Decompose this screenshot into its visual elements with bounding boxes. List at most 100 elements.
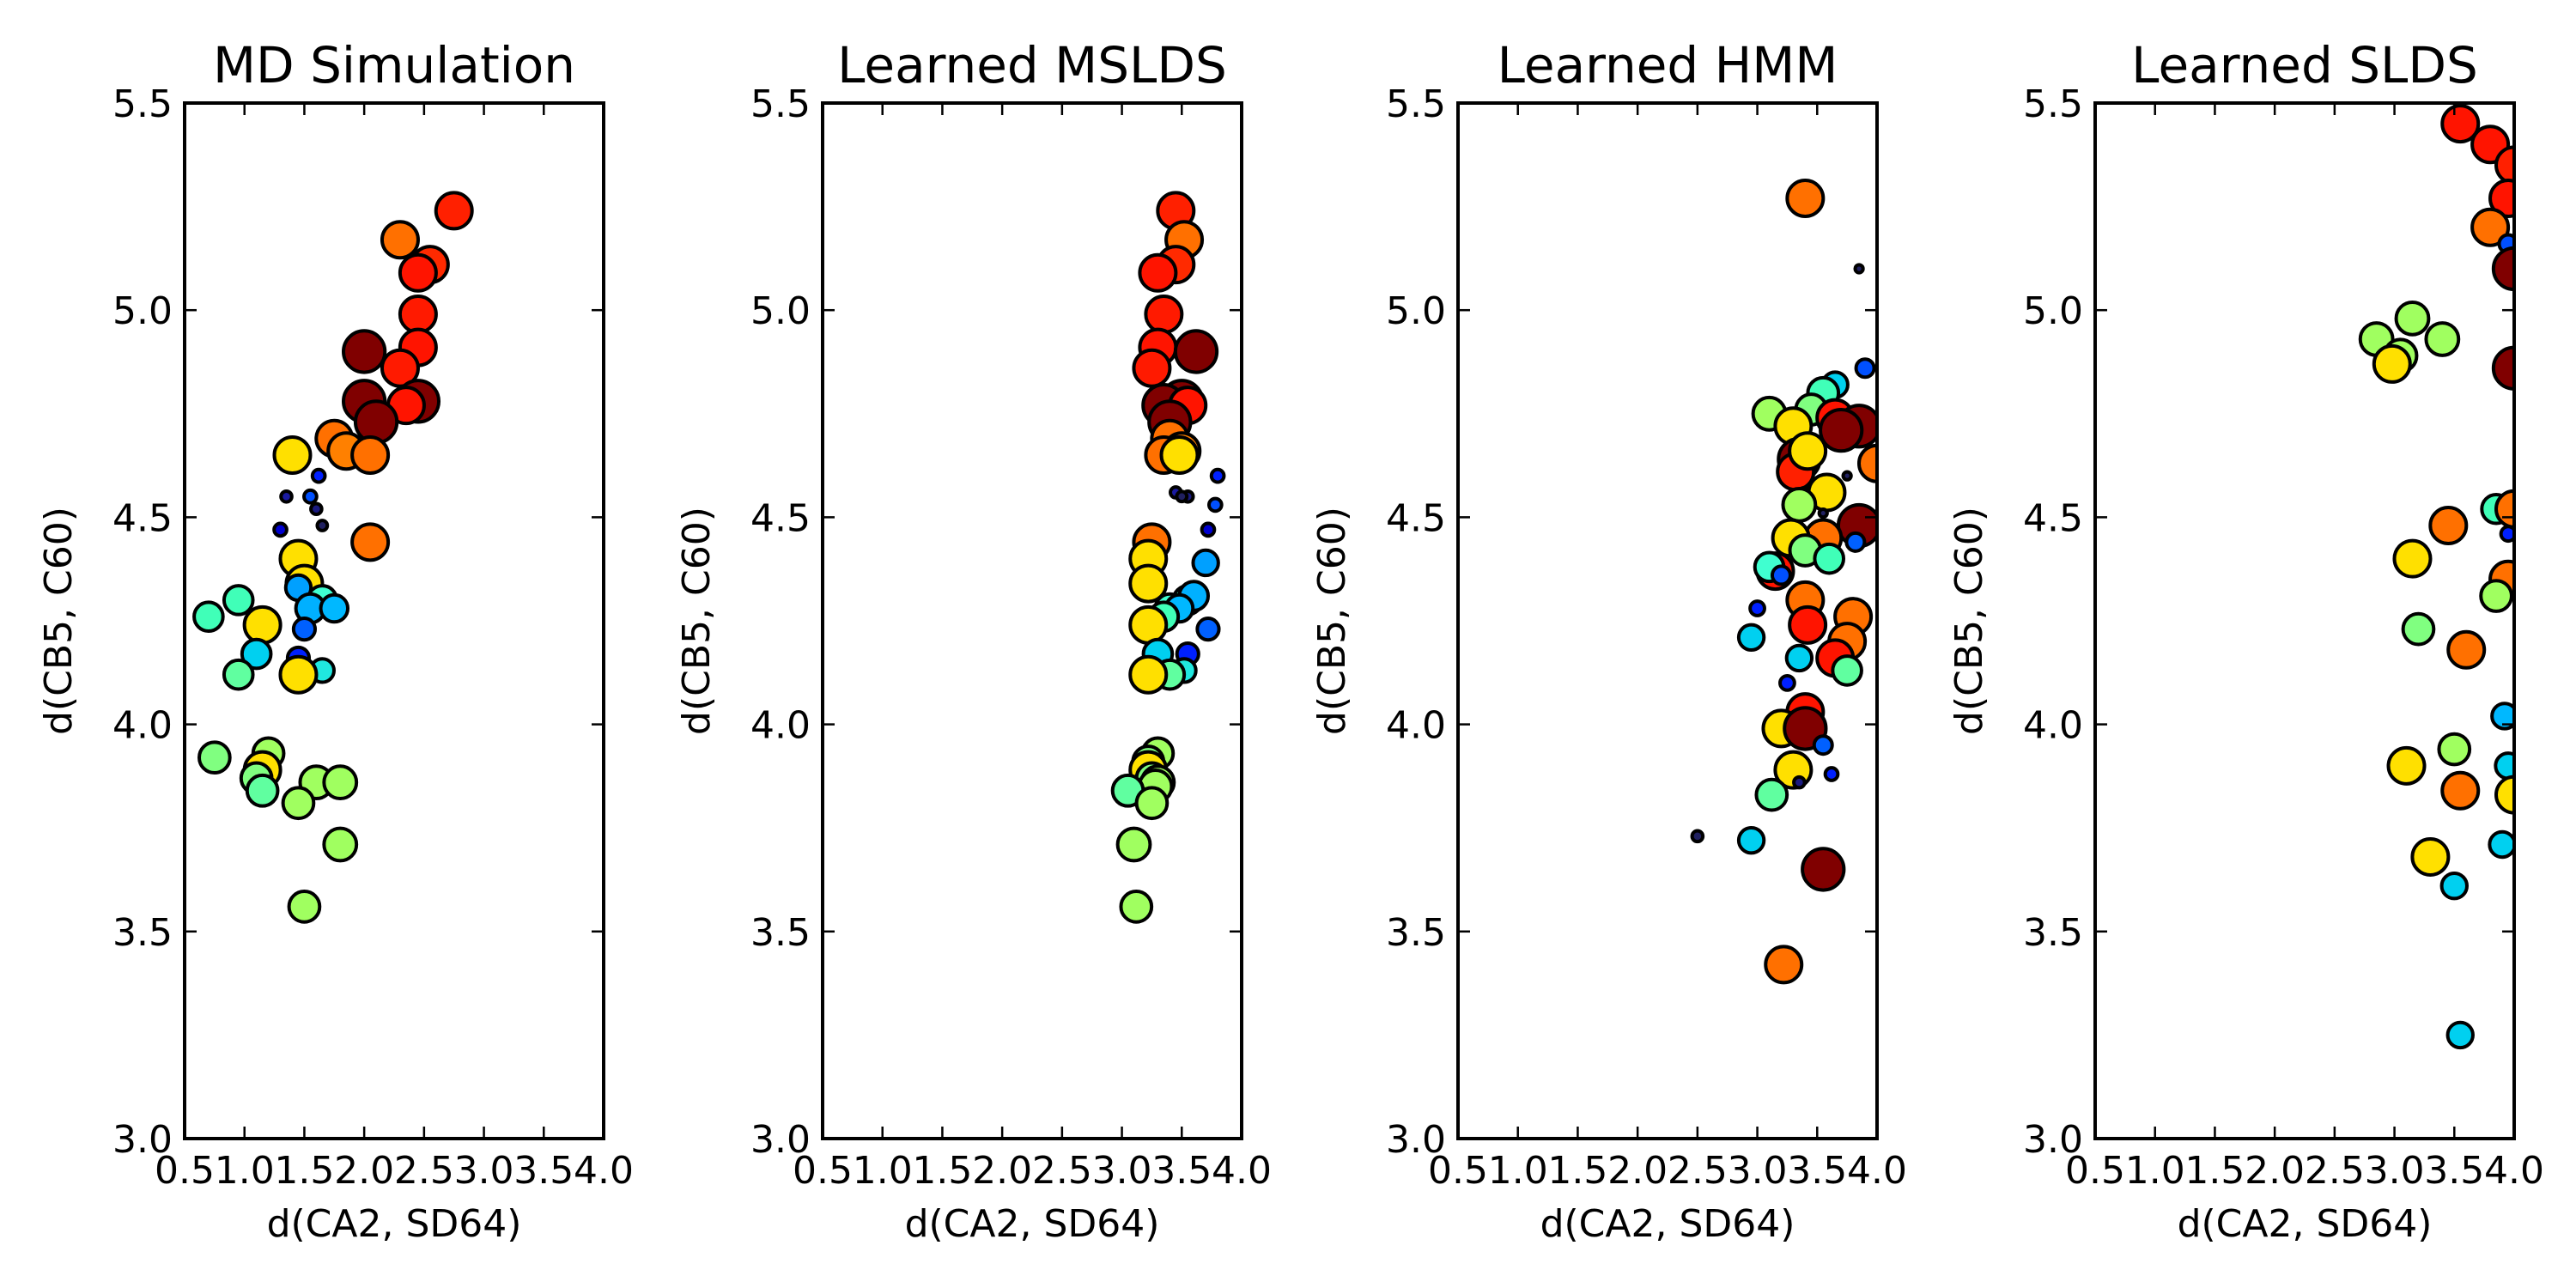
scatter-point (1144, 295, 1184, 335)
scatter-point (2446, 629, 2487, 670)
scatter-point (2488, 178, 2514, 218)
x-tick-label: 2.5 (1032, 1149, 1092, 1193)
scatter-point (1195, 617, 1221, 642)
scatter-point (245, 773, 280, 808)
y-tick-label: 4.0 (1386, 704, 1446, 748)
x-tick-label: 4.0 (1212, 1149, 1272, 1193)
scatter-point (1819, 407, 1864, 453)
x-tick-label: 4.0 (574, 1149, 634, 1193)
scatter-point (1128, 605, 1169, 645)
scatter-point (322, 826, 359, 863)
x-tick-label: 4.0 (1847, 1149, 1907, 1193)
scatter-point (322, 764, 359, 801)
y-tick-label: 3.5 (112, 911, 173, 955)
scatter-point (2392, 538, 2433, 579)
scatter-point (2372, 343, 2412, 384)
scatter-point (398, 252, 438, 293)
y-tick-label: 4.5 (112, 496, 173, 540)
scatter-point (1173, 329, 1219, 374)
scatter-point (2386, 745, 2427, 786)
x-tick-label: 0.5 (155, 1149, 215, 1193)
scatter-point (2494, 145, 2514, 185)
x-tick-label: 2.5 (2305, 1149, 2365, 1193)
x-tick-label: 2.0 (972, 1149, 1032, 1193)
scatter-point (1844, 531, 1867, 553)
scatter-point (1784, 643, 1814, 673)
chart-title: Learned HMM (1498, 36, 1838, 94)
scatter-point (2491, 345, 2514, 391)
x-axis-label: d(CA2, SD64) (2178, 1202, 2433, 1246)
panel-3: 0.5 1.0 1.5 2.0 2.5 3.0 3.5 4.03.03.54.04.55.05… (1310, 36, 1907, 1246)
x-tick-label: 1.0 (1488, 1149, 1548, 1193)
scatter-point (1788, 605, 1828, 645)
y-axis-label: d(CB5, C60) (1310, 507, 1354, 735)
y-tick-label: 5.0 (1386, 289, 1446, 333)
scatter-point (1792, 775, 1807, 790)
scatter-point (197, 740, 232, 775)
chart-title: Learned SLDS (2131, 36, 2478, 94)
scatter-point (2494, 751, 2514, 781)
scatter-point (1754, 777, 1789, 812)
x-tick-label: 3.5 (1151, 1149, 1212, 1193)
scatter-point (272, 435, 313, 476)
scatter-point (380, 348, 420, 388)
scatter-points (1110, 191, 1226, 924)
x-tick-label: 3.5 (2424, 1149, 2484, 1193)
scatter-point (222, 658, 255, 691)
scatter-point (1841, 470, 1853, 482)
x-tick-label: 1.5 (1547, 1149, 1607, 1193)
y-tick-label: 5.0 (112, 289, 173, 333)
scatter-point (1159, 435, 1200, 476)
scatter-point (1736, 623, 1766, 652)
scatter-point (1138, 252, 1178, 293)
x-tick-label: 1.0 (215, 1149, 275, 1193)
scatter-point (1853, 263, 1865, 275)
x-tick-label: 0.5 (793, 1149, 853, 1193)
x-tick-label: 1.5 (912, 1149, 972, 1193)
scatter-point (380, 220, 420, 260)
y-tick-label: 5.0 (750, 289, 811, 333)
y-tick-label: 3.5 (750, 911, 811, 955)
scatter-point (2437, 732, 2472, 767)
x-axis-label: d(CA2, SD64) (1540, 1202, 1795, 1246)
scatter-point (1831, 654, 1863, 687)
scatter-point (1119, 890, 1154, 924)
x-tick-label: 3.5 (513, 1149, 574, 1193)
panel-2: 0.5 1.0 1.5 2.0 2.5 3.0 3.5 4.03.03.54.04.55.05… (675, 36, 1272, 1246)
chart-title: Learned MSLDS (837, 36, 1227, 94)
y-tick-label: 4.5 (1386, 496, 1446, 540)
x-tick-label: 3.0 (1092, 1149, 1152, 1193)
y-tick-label: 4.0 (750, 704, 811, 748)
x-tick-label: 2.0 (2245, 1149, 2305, 1193)
scatter-point (1115, 826, 1152, 863)
scatter-point (291, 617, 318, 642)
scatter-point (1823, 766, 1840, 782)
x-tick-label: 2.0 (334, 1149, 394, 1193)
scatter-point (1206, 496, 1224, 513)
scatter-point (434, 191, 474, 231)
scatter-point (302, 488, 319, 505)
x-tick-label: 3.5 (1787, 1149, 1847, 1193)
scatter-point (1785, 178, 1826, 218)
scatter-point (240, 637, 273, 671)
scatter-point (2494, 775, 2514, 815)
scatter-point (2440, 104, 2481, 144)
scatter-point (398, 295, 438, 335)
y-tick-label: 5.5 (1386, 82, 1446, 126)
scatter-point (1175, 489, 1189, 504)
scatter-point (2410, 836, 2451, 877)
scatter-point (272, 521, 289, 538)
y-axis-label: d(CB5, C60) (37, 507, 81, 735)
scatter-point (2445, 1020, 2475, 1050)
scatter-point (2490, 702, 2514, 731)
scatter-point (2488, 829, 2514, 860)
scatter-point (1781, 487, 1818, 523)
scatter-point (350, 522, 391, 562)
y-axis-label: d(CB5, C60) (1947, 507, 1991, 735)
y-tick-label: 5.5 (112, 82, 173, 126)
x-axis-label: d(CA2, SD64) (267, 1202, 522, 1246)
scatter-point (1200, 521, 1217, 538)
x-axis-label: d(CA2, SD64) (905, 1202, 1160, 1246)
y-tick-label: 4.0 (2023, 704, 2083, 748)
y-tick-label: 5.5 (750, 82, 811, 126)
